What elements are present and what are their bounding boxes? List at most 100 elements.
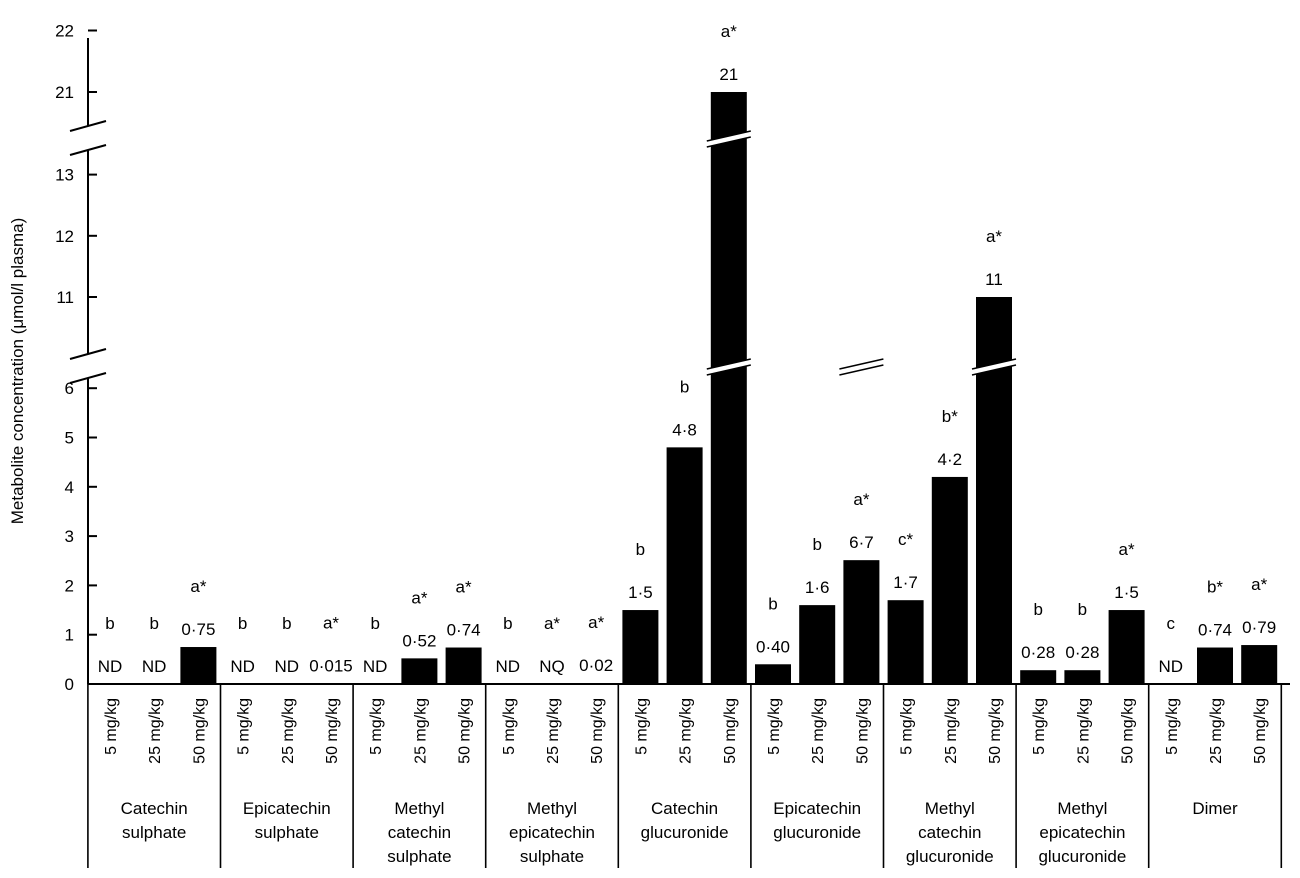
value-label: 1·7	[893, 573, 918, 592]
significance-label: b	[370, 614, 379, 633]
value-label: 0·28	[1021, 643, 1055, 662]
bar	[180, 647, 217, 684]
y-tick-label: 12	[55, 227, 74, 246]
significance-label: a*	[588, 613, 604, 632]
dose-label: 5 mg/kg	[236, 698, 253, 755]
bar-break-line	[839, 358, 884, 370]
bar	[887, 600, 924, 684]
bar	[1020, 670, 1057, 684]
value-labels: ND b ND b 0·75 a* ND b ND b 0·015 a* ND b 0·52 a* 0·74 a*…	[98, 22, 1276, 676]
dose-label: 5 mg/kg	[368, 698, 385, 755]
significance-label: b	[149, 614, 158, 633]
bar	[1197, 647, 1233, 684]
bar-break-line	[839, 364, 884, 376]
significance-label: a*	[544, 614, 560, 633]
value-label: ND	[363, 657, 388, 676]
group-label: sulphate	[520, 847, 584, 866]
group-label: sulphate	[122, 823, 186, 842]
bar	[1241, 645, 1278, 684]
dose-label: 25 mg/kg	[545, 698, 562, 764]
dose-label: 5 mg/kg	[1031, 698, 1048, 755]
dose-label: 5 mg/kg	[103, 698, 120, 755]
y-tick-label: 21	[55, 83, 74, 102]
significance-label: b*	[942, 407, 958, 426]
group-label: Epicatechin	[243, 799, 331, 818]
y-tick-label: 6	[65, 379, 74, 398]
value-label: 0·75	[181, 620, 215, 639]
dose-label: 25 mg/kg	[1208, 698, 1225, 764]
bar	[710, 92, 747, 684]
value-label: 1·6	[805, 578, 830, 597]
y-axis-label: Metabolite concentration (μmol/l plasma)	[8, 218, 27, 524]
dose-label: 5 mg/kg	[899, 698, 916, 755]
bar	[1064, 670, 1101, 684]
group-label: Dimer	[1192, 799, 1238, 818]
bar-break-line	[706, 136, 751, 148]
significance-label: a*	[1119, 540, 1135, 559]
group-label: glucuronide	[1038, 847, 1126, 866]
significance-label: b*	[1207, 578, 1223, 597]
y-tick-label: 2	[65, 576, 74, 595]
y-axis-break-mark	[69, 348, 107, 360]
group-label: Catechin	[651, 799, 718, 818]
value-label: ND	[142, 657, 167, 676]
value-label: ND	[1159, 657, 1184, 676]
dose-label: 50 mg/kg	[457, 698, 474, 764]
bar	[755, 664, 791, 684]
significance-label: a*	[190, 577, 206, 596]
group-label: epicatechin	[1039, 823, 1125, 842]
significance-label: b	[1078, 600, 1087, 619]
bar	[931, 476, 968, 684]
dose-label: 25 mg/kg	[412, 698, 429, 764]
significance-label: a*	[456, 578, 472, 597]
group-label: sulphate	[387, 847, 451, 866]
dose-label: 50 mg/kg	[589, 698, 606, 764]
dose-label: 25 mg/kg	[147, 698, 164, 764]
group-label: catechin	[918, 823, 981, 842]
value-label: 1·5	[628, 583, 653, 602]
dose-label: 50 mg/kg	[324, 698, 341, 764]
group-label: sulphate	[255, 823, 319, 842]
dose-label: 5 mg/kg	[766, 698, 783, 755]
value-label: 6·7	[849, 533, 874, 552]
dose-label: 50 mg/kg	[191, 698, 208, 764]
value-label: ND	[496, 657, 521, 676]
dose-label: 50 mg/kg	[722, 698, 739, 764]
bar	[843, 560, 880, 684]
value-label: ND	[98, 657, 123, 676]
bar	[401, 658, 438, 684]
dose-label: 25 mg/kg	[280, 698, 297, 764]
bar-break-line	[706, 358, 751, 370]
dose-label: 5 mg/kg	[633, 698, 650, 755]
value-label: 11	[985, 270, 1003, 289]
group-label: Methyl	[527, 799, 577, 818]
group-label: Methyl	[1057, 799, 1107, 818]
significance-label: b	[282, 614, 291, 633]
significance-label: a*	[1251, 575, 1267, 594]
value-label: 0·79	[1242, 618, 1276, 637]
dose-label: 50 mg/kg	[1120, 698, 1137, 764]
bar	[666, 447, 703, 684]
significance-label: c*	[898, 530, 914, 549]
value-label: 0·02	[579, 656, 613, 675]
significance-label: b	[1033, 600, 1042, 619]
value-label: 4·2	[938, 450, 963, 469]
group-label: catechin	[388, 823, 451, 842]
value-label: 4·8	[672, 420, 697, 439]
significance-label: b	[503, 614, 512, 633]
bar	[622, 610, 659, 684]
bar-break-gap	[972, 359, 1016, 375]
value-label: 0·015	[309, 656, 352, 675]
y-tick-label: 5	[65, 429, 74, 448]
dose-label: 50 mg/kg	[1252, 698, 1269, 764]
bar	[799, 605, 836, 684]
significance-label: a*	[323, 613, 339, 632]
value-label: NQ	[539, 657, 565, 676]
significance-label: b	[812, 535, 821, 554]
y-axis-break-mark	[69, 144, 107, 156]
y-tick-label: 22	[55, 22, 74, 41]
group-label: glucuronide	[906, 847, 994, 866]
y-tick-label: 1	[65, 626, 74, 645]
bar-break-gap	[706, 131, 751, 147]
